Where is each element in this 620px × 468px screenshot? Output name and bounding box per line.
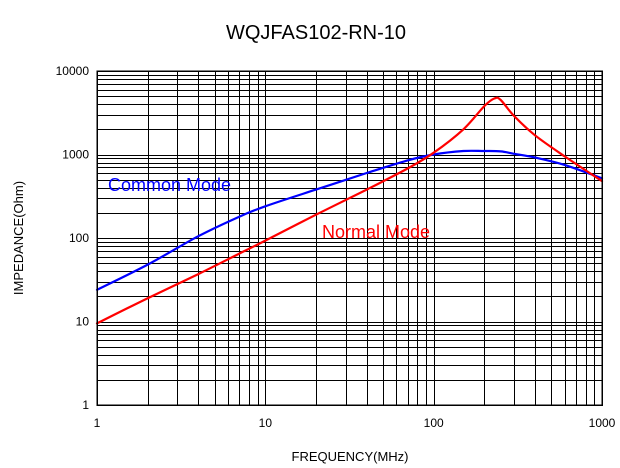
x-tick-label: 1000	[589, 416, 616, 430]
x-tick-label: 100	[424, 416, 444, 430]
y-tick-label: 100	[69, 231, 89, 245]
series-line-common-mode	[95, 149, 604, 291]
x-tick-label: 1	[94, 416, 101, 430]
x-axis-label: FREQUENCY(MHz)	[292, 449, 409, 464]
chart-title: WQJFAS102-RN-10	[226, 22, 406, 44]
series-layer	[95, 96, 604, 325]
y-tick-label: 1000	[62, 148, 89, 162]
x-tick-labels: 1 10 100 1000	[94, 416, 616, 430]
x-tick-label: 10	[259, 416, 273, 430]
plot-frame	[96, 70, 603, 406]
series-line-normal-mode	[95, 96, 604, 325]
y-tick-label: 10000	[56, 64, 90, 78]
y-tick-label: 1	[82, 398, 89, 412]
y-tick-label: 10	[76, 315, 90, 329]
series-label-common-mode: Common Mode	[108, 175, 231, 195]
y-tick-labels: 1 10 100 1000 10000	[56, 64, 90, 412]
y-axis-label: IMPEDANCE(Ohm)	[11, 181, 26, 295]
series-label-normal-mode: Normal Mode	[322, 222, 430, 242]
grid	[97, 71, 603, 406]
